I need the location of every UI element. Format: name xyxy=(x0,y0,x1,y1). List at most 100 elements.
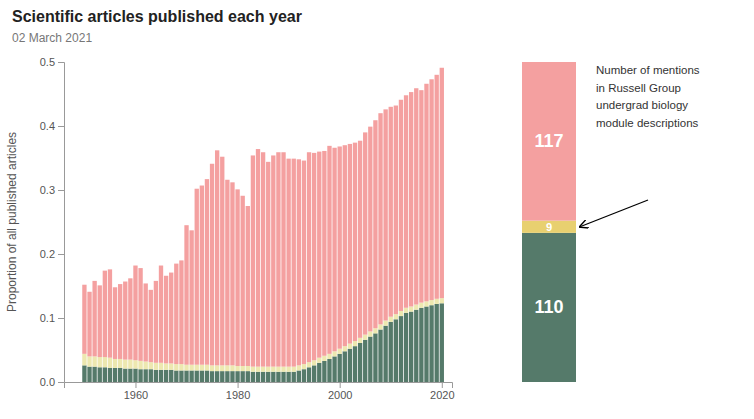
bar xyxy=(164,363,168,369)
bar xyxy=(225,180,229,366)
bar xyxy=(184,370,188,382)
bar xyxy=(98,367,102,382)
bar xyxy=(271,367,275,372)
bar xyxy=(435,299,439,304)
tick-label: 1960 xyxy=(124,389,148,401)
bar xyxy=(164,370,168,382)
tick-mark xyxy=(238,382,239,388)
bar xyxy=(338,349,342,354)
bar xyxy=(246,206,250,366)
bar xyxy=(440,68,444,298)
bar xyxy=(241,196,245,366)
y-axis-title: Proportion of all published articles xyxy=(5,132,19,312)
bar xyxy=(353,341,357,346)
bar xyxy=(251,367,255,372)
bar xyxy=(235,371,239,382)
bar xyxy=(230,371,234,382)
bar xyxy=(113,368,117,382)
data-label: 9 xyxy=(546,221,552,233)
tick-mark xyxy=(442,382,443,388)
bar xyxy=(373,328,377,333)
bar xyxy=(297,365,301,370)
bar xyxy=(241,371,245,382)
bar xyxy=(292,372,296,382)
bar xyxy=(230,365,234,371)
tick-label: 0.5 xyxy=(40,56,55,68)
bar xyxy=(317,358,321,363)
bar xyxy=(338,146,342,348)
tick: 0.2 xyxy=(40,248,64,260)
bar xyxy=(394,314,398,319)
bar xyxy=(210,164,214,366)
sidebar-bars xyxy=(522,62,576,382)
bar xyxy=(327,354,331,359)
y-axis: 0.00.10.20.30.40.5 xyxy=(40,56,65,388)
bar xyxy=(302,161,306,365)
tick: 1980 xyxy=(226,382,250,401)
bar xyxy=(210,371,214,382)
bar xyxy=(205,365,209,371)
bar xyxy=(103,271,107,357)
bar xyxy=(210,365,214,371)
bar xyxy=(389,107,393,317)
series xyxy=(82,68,444,367)
tick-mark xyxy=(58,318,64,319)
bar xyxy=(195,189,199,365)
bar xyxy=(195,370,199,382)
bar xyxy=(159,370,163,382)
bar xyxy=(348,144,352,344)
bar xyxy=(435,304,439,382)
bar xyxy=(522,62,576,221)
bar xyxy=(343,346,347,351)
bar xyxy=(220,157,224,366)
bar xyxy=(87,367,91,382)
bar xyxy=(419,308,423,382)
bar xyxy=(378,324,382,329)
bar xyxy=(87,292,91,357)
bar xyxy=(113,287,117,359)
bar xyxy=(189,230,193,364)
bar xyxy=(368,331,372,336)
bar xyxy=(220,371,224,382)
bar xyxy=(189,365,193,371)
bar xyxy=(256,367,260,372)
bar xyxy=(174,364,178,370)
bar xyxy=(281,372,285,382)
bar xyxy=(133,360,137,368)
bar xyxy=(159,363,163,370)
bar xyxy=(189,370,193,382)
bar xyxy=(358,141,362,338)
bar xyxy=(174,264,178,364)
bar xyxy=(343,145,347,346)
bar xyxy=(246,371,250,382)
bar xyxy=(128,360,132,369)
tick: 0.4 xyxy=(40,120,64,132)
bar xyxy=(225,371,229,382)
bar xyxy=(169,273,173,364)
tick: 0.1 xyxy=(40,312,64,324)
tick-label: 2020 xyxy=(430,389,454,401)
bar xyxy=(256,149,260,367)
bar xyxy=(149,290,153,362)
bar xyxy=(174,370,178,382)
bar xyxy=(128,369,132,382)
bar xyxy=(184,365,188,371)
bar xyxy=(179,260,183,364)
bar xyxy=(235,189,239,366)
title: Scientific articles published each year xyxy=(12,8,302,25)
bar xyxy=(404,313,408,382)
bar xyxy=(348,349,352,382)
axis-line xyxy=(65,383,453,389)
bar xyxy=(312,365,316,382)
bar xyxy=(225,365,229,371)
bar xyxy=(378,330,382,382)
bar xyxy=(358,338,362,343)
bar xyxy=(179,364,183,370)
bar xyxy=(353,143,357,341)
bar xyxy=(307,152,311,362)
bar xyxy=(383,321,387,326)
bar xyxy=(297,370,301,382)
bar xyxy=(271,372,275,382)
bar xyxy=(399,316,403,382)
bar xyxy=(409,92,413,306)
